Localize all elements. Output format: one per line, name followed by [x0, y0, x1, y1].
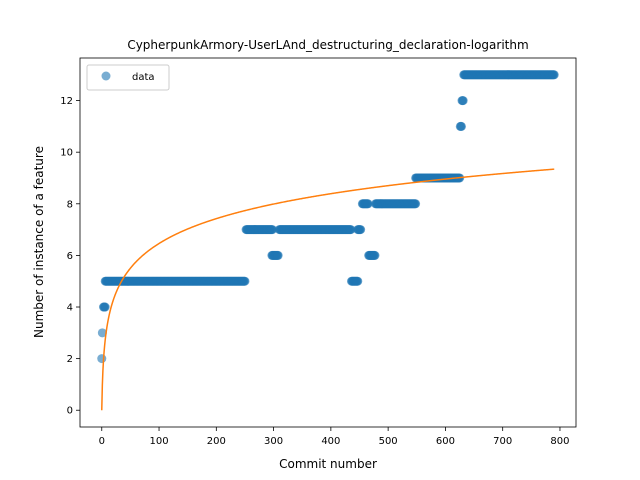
legend-label-data: data	[132, 72, 155, 83]
y-axis: 0 2 4 6 8 10 12	[60, 96, 80, 417]
legend-marker-data	[101, 71, 111, 81]
data-point	[356, 225, 366, 235]
data-point	[97, 328, 107, 338]
x-tick-label: 200	[207, 436, 226, 447]
data-point	[370, 250, 380, 260]
scatter-points	[97, 70, 559, 364]
x-tick-label: 800	[550, 436, 569, 447]
data-point	[267, 225, 277, 235]
y-tick-label: 10	[60, 148, 73, 159]
legend: data	[86, 64, 170, 91]
x-tick-label: 500	[379, 436, 398, 447]
y-tick-label: 0	[67, 406, 73, 417]
data-point	[411, 199, 421, 209]
y-tick-label: 2	[67, 354, 73, 365]
data-point	[363, 199, 373, 209]
x-tick-label: 600	[436, 436, 455, 447]
x-tick-label: 100	[149, 436, 168, 447]
data-point	[549, 70, 559, 80]
y-tick-label: 12	[60, 96, 73, 107]
data-point	[456, 121, 466, 131]
y-tick-label: 8	[67, 199, 73, 210]
chart-title: CypherpunkArmory-UserLAnd_destructuring_…	[127, 38, 528, 52]
y-tick-label: 6	[67, 251, 73, 262]
x-tick-label: 300	[264, 436, 283, 447]
fit-curve	[101, 168, 555, 411]
data-point	[97, 354, 107, 364]
data-point	[353, 276, 363, 286]
data-point	[240, 276, 250, 286]
fit-line	[101, 168, 555, 411]
x-tick-label: 400	[321, 436, 340, 447]
x-tick-label: 0	[99, 436, 105, 447]
x-axis: 0 100 200 300 400 500 600 700 800	[99, 427, 570, 447]
plot-frame	[79, 57, 577, 428]
x-axis-label: Commit number	[279, 457, 377, 471]
data-point	[100, 302, 110, 312]
data-point	[273, 250, 283, 260]
y-axis-label: Number of instance of a feature	[32, 146, 46, 338]
data-point	[458, 96, 468, 106]
legend-box	[86, 64, 170, 91]
data-point	[346, 225, 356, 235]
y-tick-label: 4	[67, 303, 73, 314]
x-tick-label: 700	[493, 436, 512, 447]
